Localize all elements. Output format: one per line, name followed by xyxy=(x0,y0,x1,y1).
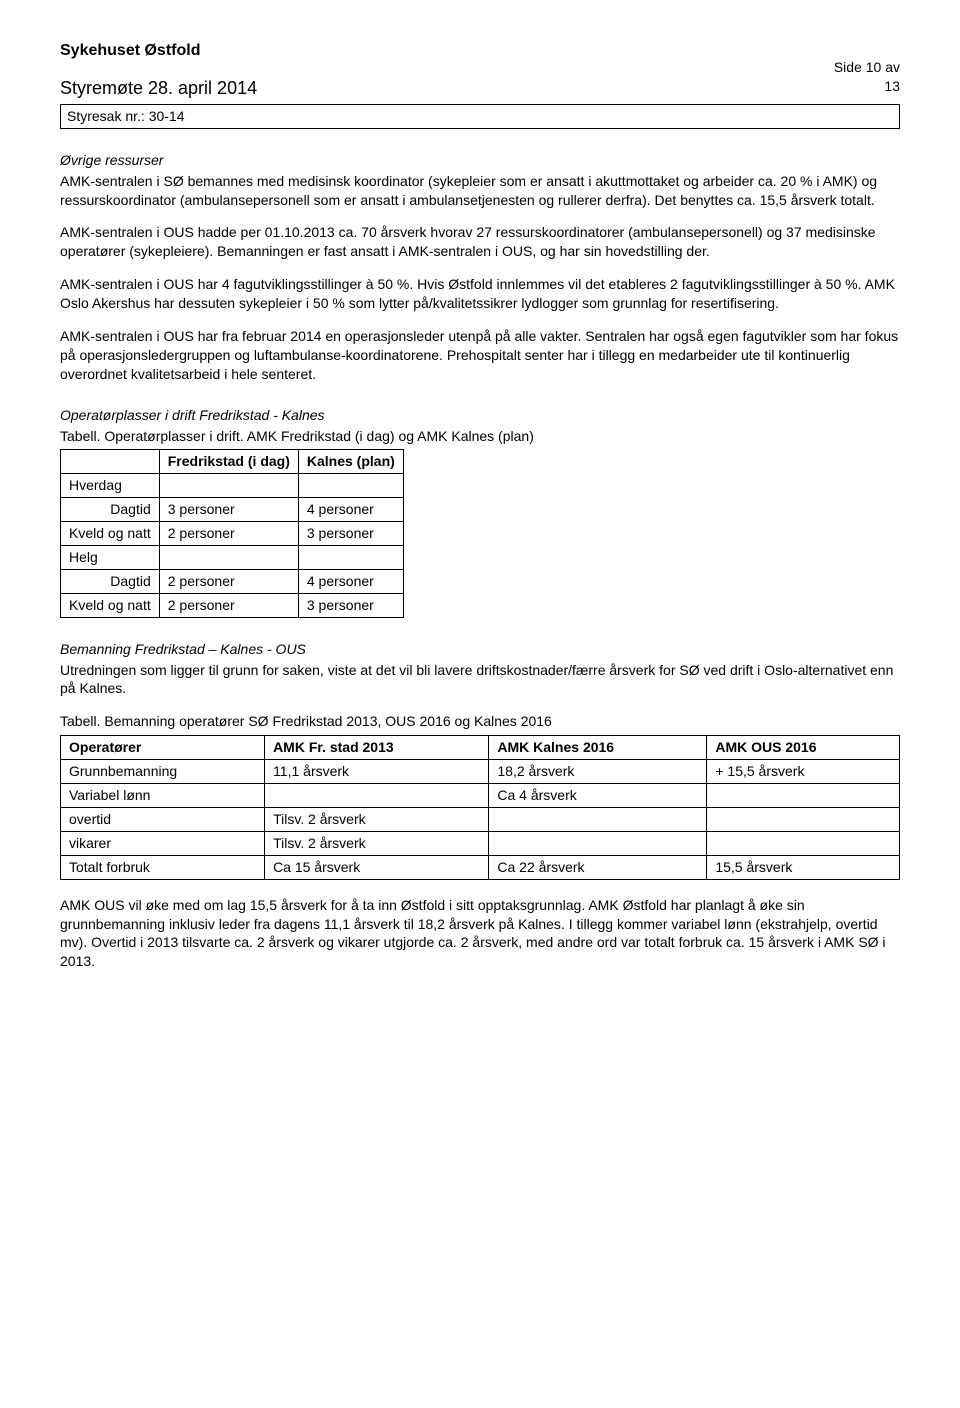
heading-ovrige-ressurser: Øvrige ressurser xyxy=(60,151,900,170)
row-label: Helg xyxy=(61,546,160,570)
cell xyxy=(707,807,900,831)
cell: Ca 4 årsverk xyxy=(489,784,707,808)
org-name: Sykehuset Østfold xyxy=(60,40,257,62)
header-left: Sykehuset Østfold Styremøte 28. april 20… xyxy=(60,40,257,100)
cell: 2 personer xyxy=(159,569,298,593)
cell: Tilsv. 2 årsverk xyxy=(265,831,489,855)
cell xyxy=(298,474,403,498)
heading-operatorplasser: Operatørplasser i drift Fredrikstad - Ka… xyxy=(60,406,900,425)
table-header: Operatører xyxy=(61,736,265,760)
table-row: Grunnbemanning 11,1 årsverk 18,2 årsverk… xyxy=(61,760,900,784)
case-number-box: Styresak nr.: 30-14 xyxy=(60,104,900,129)
cell: 3 personer xyxy=(159,498,298,522)
table-bemanning: Operatører AMK Fr. stad 2013 AMK Kalnes … xyxy=(60,735,900,879)
cell: Ca 15 årsverk xyxy=(265,855,489,879)
table1-caption: Tabell. Operatørplasser i drift. AMK Fre… xyxy=(60,427,900,446)
page-info: Side 10 av 13 xyxy=(834,58,900,96)
cell xyxy=(159,474,298,498)
cell: 2 personer xyxy=(159,593,298,617)
table-row: vikarer Tilsv. 2 årsverk xyxy=(61,831,900,855)
cell xyxy=(159,546,298,570)
cell: 4 personer xyxy=(298,498,403,522)
para-ovrige: AMK-sentralen i SØ bemannes med medisins… xyxy=(60,172,900,210)
cell: 18,2 årsverk xyxy=(489,760,707,784)
para-footer: AMK OUS vil øke med om lag 15,5 årsverk … xyxy=(60,896,900,972)
table-row: Kveld og natt 2 personer 3 personer xyxy=(61,593,404,617)
row-label: Dagtid xyxy=(61,498,160,522)
cell: 3 personer xyxy=(298,522,403,546)
cell: + 15,5 årsverk xyxy=(707,760,900,784)
cell xyxy=(489,807,707,831)
row-label: Hverdag xyxy=(61,474,160,498)
table-header-kalnes: Kalnes (plan) xyxy=(298,450,403,474)
cell: 4 personer xyxy=(298,569,403,593)
table-row: Dagtid 3 personer 4 personer xyxy=(61,498,404,522)
table-operatorplasser: Fredrikstad (i dag) Kalnes (plan) Hverda… xyxy=(60,449,404,617)
cell: Tilsv. 2 årsverk xyxy=(265,807,489,831)
table-row: Helg xyxy=(61,546,404,570)
table-row: overtid Tilsv. 2 årsverk xyxy=(61,807,900,831)
row-label: Dagtid xyxy=(61,569,160,593)
table2-caption: Tabell. Bemanning operatører SØ Fredriks… xyxy=(60,712,900,731)
table-row: Hverdag xyxy=(61,474,404,498)
table-header: AMK OUS 2016 xyxy=(707,736,900,760)
row-label: Kveld og natt xyxy=(61,522,160,546)
table-header: AMK Fr. stad 2013 xyxy=(265,736,489,760)
table-row: Dagtid 2 personer 4 personer xyxy=(61,569,404,593)
para-bemanning: Utredningen som ligger til grunn for sak… xyxy=(60,661,900,699)
table-row: Variabel lønn Ca 4 årsverk xyxy=(61,784,900,808)
document-header: Sykehuset Østfold Styremøte 28. april 20… xyxy=(60,40,900,100)
cell: Variabel lønn xyxy=(61,784,265,808)
para-ous-3: AMK-sentralen i OUS har fra februar 2014… xyxy=(60,327,900,384)
para-ous-2: AMK-sentralen i OUS har 4 fagutviklingss… xyxy=(60,275,900,313)
cell: Ca 22 årsverk xyxy=(489,855,707,879)
heading-bemanning: Bemanning Fredrikstad – Kalnes - OUS xyxy=(60,640,900,659)
table-header-blank xyxy=(61,450,160,474)
cell: overtid xyxy=(61,807,265,831)
table-header-fredrikstad: Fredrikstad (i dag) xyxy=(159,450,298,474)
table-row: Operatører AMK Fr. stad 2013 AMK Kalnes … xyxy=(61,736,900,760)
cell: 2 personer xyxy=(159,522,298,546)
row-label: Kveld og natt xyxy=(61,593,160,617)
cell: vikarer xyxy=(61,831,265,855)
table-row: Kveld og natt 2 personer 3 personer xyxy=(61,522,404,546)
cell xyxy=(707,831,900,855)
para-ous-1: AMK-sentralen i OUS hadde per 01.10.2013… xyxy=(60,223,900,261)
cell xyxy=(265,784,489,808)
cell: Totalt forbruk xyxy=(61,855,265,879)
cell: 3 personer xyxy=(298,593,403,617)
cell xyxy=(298,546,403,570)
table-row: Fredrikstad (i dag) Kalnes (plan) xyxy=(61,450,404,474)
cell: Grunnbemanning xyxy=(61,760,265,784)
cell xyxy=(489,831,707,855)
meeting-line: Styremøte 28. april 2014 xyxy=(60,76,257,100)
table-row: Totalt forbruk Ca 15 årsverk Ca 22 årsve… xyxy=(61,855,900,879)
cell: 15,5 årsverk xyxy=(707,855,900,879)
cell xyxy=(707,784,900,808)
table-header: AMK Kalnes 2016 xyxy=(489,736,707,760)
cell: 11,1 årsverk xyxy=(265,760,489,784)
